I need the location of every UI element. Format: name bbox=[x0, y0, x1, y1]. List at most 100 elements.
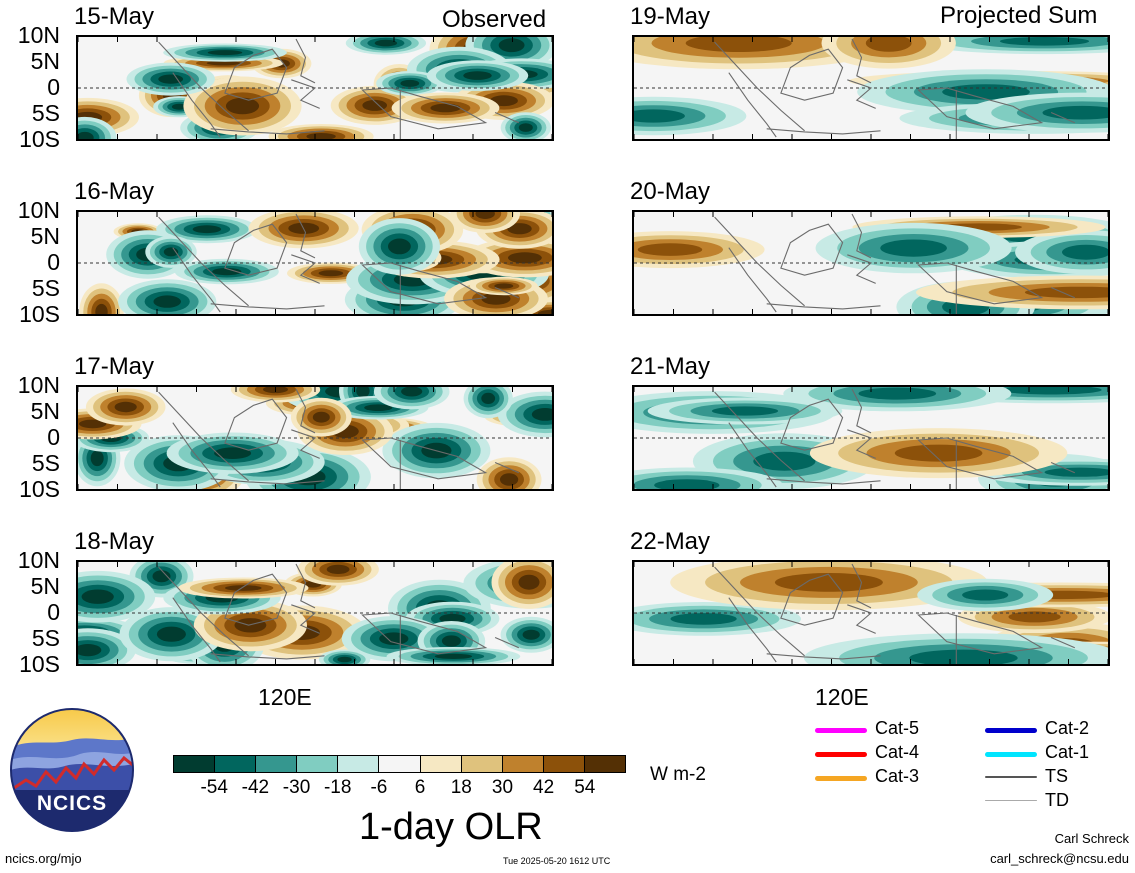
panel-date-title: 16-May bbox=[74, 178, 155, 205]
olr-field bbox=[634, 37, 1108, 139]
colorbar-tick-label: -54 bbox=[200, 777, 228, 798]
lat-label: 10S bbox=[19, 651, 60, 677]
colorbar-swatch bbox=[214, 756, 256, 772]
storm-legend-line bbox=[985, 776, 1037, 778]
coastline bbox=[224, 48, 288, 101]
colorbar-tick-label: 30 bbox=[491, 777, 514, 798]
coastline bbox=[224, 223, 288, 276]
colorbar-swatch bbox=[542, 756, 584, 772]
coastline bbox=[210, 653, 325, 660]
lat-label: 0 bbox=[47, 249, 60, 275]
colorbar-tick-label: -18 bbox=[323, 777, 352, 798]
coastline bbox=[851, 563, 872, 609]
coastline bbox=[714, 41, 805, 132]
footer-email[interactable]: carl_schreck@ncsu.edu bbox=[990, 851, 1129, 866]
coastline bbox=[361, 87, 488, 130]
coastline bbox=[361, 262, 488, 305]
lat-label: 10N bbox=[17, 372, 60, 398]
olr-map-observed bbox=[76, 385, 554, 491]
storm-legend-line bbox=[815, 752, 867, 757]
coastline bbox=[728, 247, 777, 313]
colorbar-swatch bbox=[378, 756, 420, 772]
coastline bbox=[1050, 286, 1076, 299]
colorbar-tick-label: -6 bbox=[370, 777, 388, 798]
colorbar bbox=[173, 755, 626, 773]
lat-label: 5S bbox=[31, 450, 60, 476]
coastline bbox=[158, 566, 249, 657]
coastline bbox=[172, 597, 221, 663]
coastline bbox=[494, 286, 520, 299]
lat-label: 5S bbox=[31, 100, 60, 126]
colorbar-swatch bbox=[460, 756, 502, 772]
coastline bbox=[295, 563, 316, 609]
colorbar-units: W m-2 bbox=[650, 764, 706, 785]
panel-date-title: 21-May bbox=[630, 353, 711, 380]
colorbar-tick-label: -30 bbox=[282, 777, 311, 798]
main-title: 1-day OLR bbox=[359, 806, 543, 848]
coastline bbox=[847, 604, 876, 634]
coastline bbox=[847, 429, 876, 459]
logo-text: NCICS bbox=[36, 792, 108, 815]
coastline bbox=[210, 303, 325, 310]
projected-lon-label: 120E bbox=[815, 684, 869, 710]
coastline bbox=[291, 429, 320, 459]
olr-map-observed bbox=[76, 35, 554, 141]
coastline bbox=[714, 216, 805, 307]
coastline bbox=[158, 391, 249, 482]
lat-label: 10S bbox=[19, 476, 60, 502]
footer-timestamp: Tue 2025-05-20 1612 UTC bbox=[503, 856, 611, 866]
coastline bbox=[766, 128, 881, 135]
coastline bbox=[224, 398, 288, 451]
coastline bbox=[494, 636, 520, 649]
colorbar-tick-label: -42 bbox=[241, 777, 270, 798]
coastline bbox=[291, 79, 320, 109]
footer-author: Carl Schreck bbox=[1054, 831, 1129, 846]
panel-date-title: 15-May bbox=[74, 3, 155, 30]
olr-field bbox=[78, 562, 552, 664]
storm-legend-label: Cat-1 bbox=[1045, 742, 1090, 762]
lat-label: 0 bbox=[47, 74, 60, 100]
olr-map-observed bbox=[76, 560, 554, 666]
colorbar-tick-label: 42 bbox=[533, 777, 555, 798]
olr-map-observed bbox=[76, 210, 554, 316]
coastline bbox=[851, 38, 872, 84]
storm-legend-label: TS bbox=[1045, 766, 1069, 786]
coastline bbox=[1050, 636, 1076, 649]
colorbar-swatch bbox=[419, 756, 461, 772]
coastline bbox=[851, 388, 872, 434]
coastline bbox=[917, 262, 1044, 305]
panel-date-title: 18-May bbox=[74, 528, 155, 555]
coastline bbox=[361, 612, 488, 655]
panel-date-title: 22-May bbox=[630, 528, 711, 555]
observed-column-header: Observed bbox=[442, 6, 547, 33]
storm-legend-label: Cat-4 bbox=[875, 742, 920, 762]
olr-field bbox=[78, 212, 552, 314]
coastline bbox=[714, 391, 805, 482]
lat-label: 0 bbox=[47, 424, 60, 450]
lat-label: 10S bbox=[19, 301, 60, 327]
olr-field bbox=[634, 387, 1108, 489]
lat-label: 5N bbox=[30, 48, 60, 74]
coastline bbox=[361, 437, 488, 480]
lat-label: 10N bbox=[17, 547, 60, 573]
coastline bbox=[780, 573, 844, 626]
storm-legend-line bbox=[985, 728, 1037, 733]
coastline bbox=[766, 653, 881, 660]
panel-date-title: 17-May bbox=[74, 353, 155, 380]
olr-map-projected bbox=[632, 385, 1110, 491]
storm-legend-line bbox=[985, 752, 1037, 757]
lat-label: 10S bbox=[19, 126, 60, 152]
footer-url[interactable]: ncics.org/mjo bbox=[5, 851, 82, 866]
coastline bbox=[295, 213, 316, 259]
coastline bbox=[210, 128, 325, 135]
colorbar-tick-label: 6 bbox=[414, 777, 426, 798]
olr-field bbox=[78, 37, 552, 139]
lat-label: 5N bbox=[30, 398, 60, 424]
coastline bbox=[295, 38, 316, 84]
projected-column-header: Projected Sum bbox=[940, 2, 1098, 29]
ncics-logo: NCICS bbox=[10, 708, 134, 832]
coastline bbox=[714, 566, 805, 657]
olr-map-projected bbox=[632, 35, 1110, 141]
coastline bbox=[210, 478, 325, 485]
coastline bbox=[780, 398, 844, 451]
